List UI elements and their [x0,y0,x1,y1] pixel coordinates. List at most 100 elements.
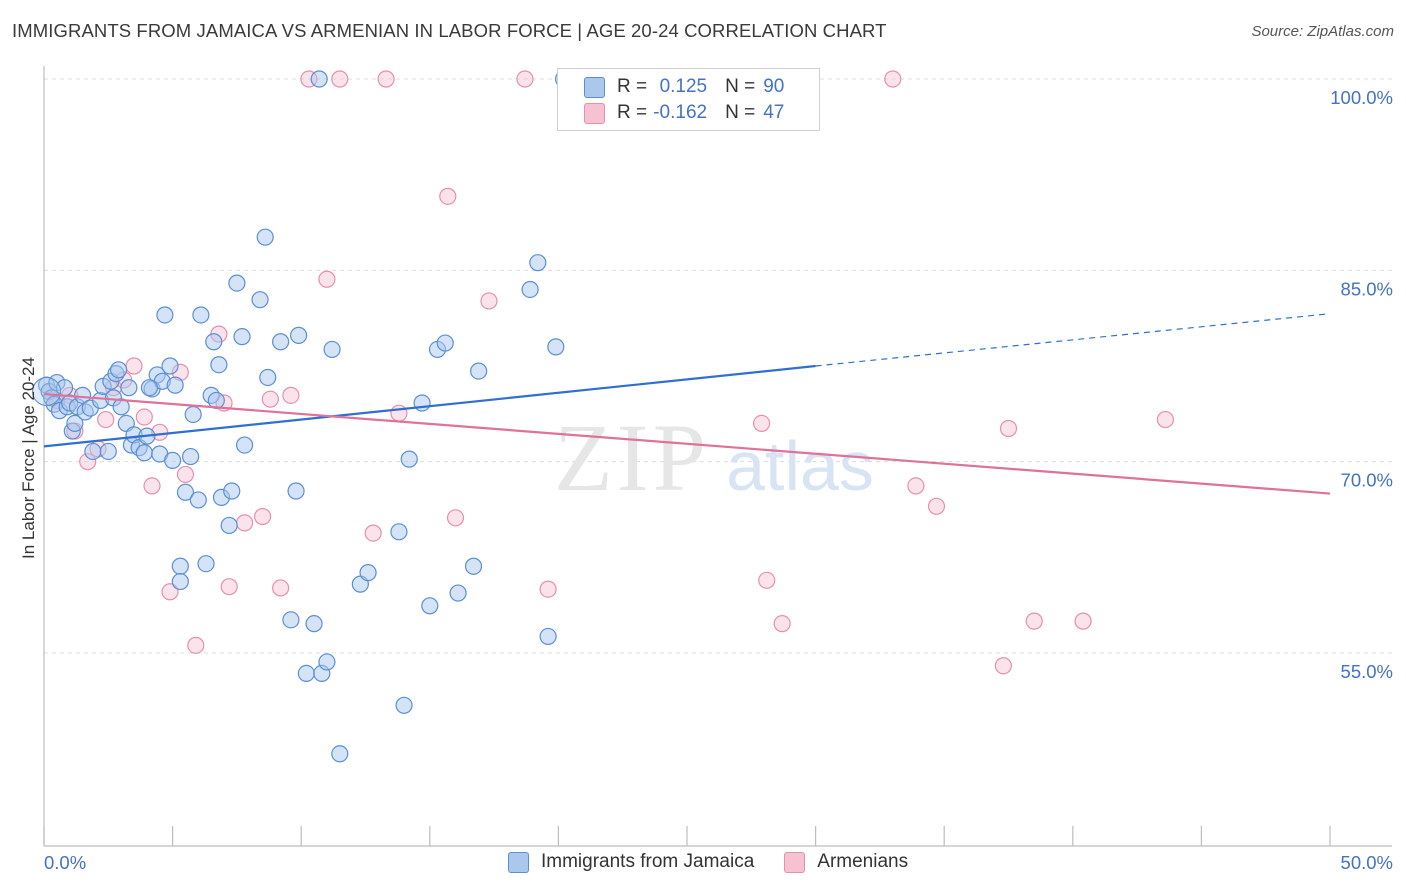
point-jamaica [140,379,159,397]
point-jamaica [318,653,336,671]
point-jamaica [521,280,539,299]
gridlines [44,78,1392,654]
point-armenians [261,390,279,408]
watermark-zip: ZIP [554,404,710,511]
watermark-atlas: atlas [726,427,874,505]
point-jamaica [184,405,202,424]
legend-label-jamaica: Immigrants from Jamaica [541,851,755,872]
trend-line-jamaica [43,364,816,448]
r-value-jamaica: 0.125 [659,76,708,97]
legend-item-armenians[interactable]: Armenians [784,851,908,873]
point-jamaica-cluster [32,377,62,407]
point-jamaica [161,357,179,375]
point-jamaica [421,597,439,615]
legend-row-armenians: R = -0.162 N = 47 [584,100,784,126]
point-jamaica [228,274,246,292]
trend-lines [43,313,1331,495]
series-legend: Immigrants from Jamaica Armenians [508,851,938,873]
point-jamaica [305,615,323,633]
point-armenians [446,509,465,527]
point-jamaica [290,326,308,344]
tick-labels: 55.0% 70.0% 85.0% 100.0% 0.0% 50.0% [44,87,1393,873]
point-jamaica [205,333,223,351]
watermark: ZIP atlas [554,404,874,511]
legend-row-jamaica: R = 0.125 N = 90 [584,74,784,100]
point-armenians [884,70,902,88]
point-jamaica [156,306,174,324]
point-jamaica [470,362,488,380]
point-jamaica [192,306,210,324]
point-jamaica [395,696,413,714]
point-armenians [331,70,349,88]
r-value-armenians: -0.162 [653,102,708,123]
point-armenians [1156,410,1174,429]
point-jamaica [251,291,269,309]
point-armenians [272,579,290,597]
y-tick-label: 70.0% [1341,470,1393,491]
x-tick-label: 50.0% [1341,852,1393,873]
point-jamaica [171,557,189,575]
point-armenians [516,70,534,88]
point-jamaica [297,664,315,683]
point-armenians [187,636,205,654]
correlation-legend: R = 0.125 N = 90 R = -0.162 N = 47 [557,68,820,131]
axes [43,66,1392,847]
point-jamaica [66,414,84,432]
point-jamaica [464,557,483,575]
series-armenians-points [40,70,1174,675]
point-armenians [773,615,791,633]
point-jamaica [359,564,377,582]
point-jamaica [310,70,328,88]
point-armenians [143,477,161,495]
point-jamaica [272,333,290,351]
n-label: N = [725,102,756,123]
n-value-jamaica: 90 [763,76,785,97]
point-jamaica [99,442,117,461]
point-jamaica [287,482,305,500]
point-armenians [439,187,457,205]
point-armenians [220,578,238,596]
point-jamaica [164,451,182,469]
point-jamaica [236,436,254,454]
point-armenians [318,270,336,288]
trend-line-jamaica-extrapolated [815,313,1331,367]
point-jamaica [259,368,277,387]
point-jamaica [390,523,408,541]
point-armenians [994,657,1012,675]
point-jamaica [436,334,454,352]
chart-title: IMMIGRANTS FROM JAMAICA VS ARMENIAN IN L… [12,20,887,41]
point-jamaica [282,611,300,629]
legend-item-jamaica[interactable]: Immigrants from Jamaica [508,851,754,873]
r-label: R = [617,102,648,123]
point-jamaica [189,491,207,509]
trend-line-armenians [43,392,1331,495]
point-jamaica [171,572,189,591]
r-label: R = [617,76,648,97]
y-axis-label: In Labor Force | Age 20-24 [19,357,38,559]
point-armenians [927,497,946,515]
point-jamaica [256,228,274,246]
point-armenians [752,414,771,432]
point-armenians [758,571,776,589]
point-jamaica [529,254,547,272]
point-jamaica [323,340,341,359]
point-armenians [539,580,557,598]
source-label: Source: ZipAtlas.com [1251,23,1394,40]
point-jamaica [176,483,195,501]
legend-swatch-blue [584,76,605,98]
point-armenians [377,70,395,88]
point-armenians [364,524,382,542]
point-jamaica [135,444,153,462]
point-jamaica [109,361,128,379]
point-armenians [135,408,153,426]
y-tick-label: 85.0% [1341,278,1393,299]
point-jamaica [233,328,251,346]
point-armenians [1074,612,1092,630]
point-armenians [254,507,272,526]
point-armenians [282,386,300,404]
point-jamaica [449,584,467,602]
point-armenians [97,410,115,429]
point-jamaica [331,745,349,763]
y-tick-label: 100.0% [1330,87,1393,108]
